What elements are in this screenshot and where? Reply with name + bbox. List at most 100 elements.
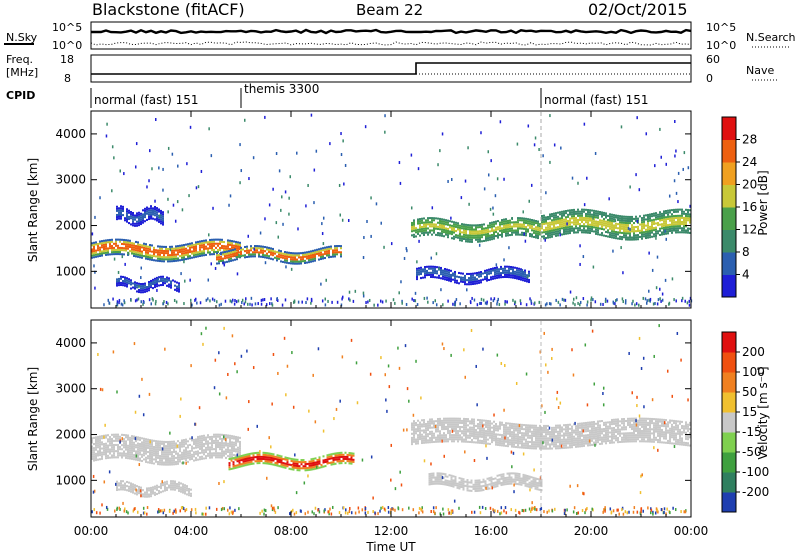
data-cell <box>306 257 308 260</box>
data-cell <box>103 449 105 452</box>
data-cell <box>203 247 205 251</box>
data-cell <box>521 440 523 443</box>
data-cell <box>663 233 665 236</box>
scatter-cell <box>675 299 677 303</box>
data-cell <box>659 229 661 232</box>
data-cell <box>240 253 242 256</box>
data-cell <box>675 223 677 226</box>
data-cell <box>465 240 467 243</box>
data-cell <box>547 226 549 229</box>
scatter-cell <box>689 204 691 208</box>
data-cell <box>120 283 122 287</box>
data-cell <box>527 440 529 443</box>
scatter-cell <box>674 119 676 123</box>
data-cell <box>629 236 631 239</box>
data-cell <box>479 232 481 235</box>
data-cell <box>101 455 103 458</box>
data-cell <box>454 273 456 276</box>
data-cell <box>647 218 649 221</box>
data-cell <box>260 455 263 458</box>
data-cell <box>181 246 183 249</box>
scatter-cell <box>398 161 401 165</box>
data-cell <box>278 456 281 459</box>
scatter-cell <box>118 298 121 302</box>
data-cell <box>505 218 507 221</box>
data-cell <box>439 432 441 435</box>
data-cell <box>308 460 311 463</box>
data-cell <box>585 208 587 211</box>
data-cell <box>177 251 179 254</box>
data-cell <box>254 247 256 250</box>
data-cell <box>150 207 152 210</box>
data-cell <box>553 227 555 230</box>
scatter-cell <box>373 303 375 307</box>
data-cell <box>451 440 453 443</box>
data-cell <box>413 428 415 431</box>
data-cell <box>117 253 119 256</box>
data-cell <box>221 247 223 250</box>
data-cell <box>474 280 476 283</box>
data-cell <box>254 451 257 455</box>
data-cell <box>235 450 237 453</box>
data-cell <box>535 226 537 229</box>
data-cell <box>153 454 155 457</box>
data-cell <box>439 219 441 223</box>
data-cell <box>435 233 437 236</box>
data-cell <box>489 432 491 435</box>
data-cell <box>495 443 497 446</box>
data-cell <box>655 230 657 233</box>
data-cell <box>667 213 669 216</box>
data-cell <box>563 440 565 443</box>
data-cell <box>529 428 531 431</box>
data-cell <box>555 439 557 442</box>
data-cell <box>254 251 256 254</box>
data-cell <box>183 246 185 249</box>
data-cell <box>427 441 429 444</box>
data-cell <box>280 256 282 259</box>
data-cell <box>105 457 107 460</box>
data-cell <box>201 246 203 249</box>
data-cell <box>494 275 496 278</box>
scatter-cell <box>677 200 679 204</box>
scatter-cell <box>437 163 439 167</box>
data-cell <box>136 282 138 285</box>
scatter-cell <box>394 301 396 305</box>
data-cell <box>161 258 163 261</box>
data-cell <box>165 457 167 460</box>
data-cell <box>296 254 298 257</box>
data-cell <box>211 247 213 250</box>
data-cell <box>187 245 189 248</box>
data-cell <box>511 431 513 434</box>
data-cell <box>677 223 679 226</box>
data-cell <box>236 466 239 469</box>
data-cell <box>571 444 573 447</box>
scatter-cell <box>119 169 121 173</box>
data-cell <box>479 236 481 239</box>
scatter-cell <box>544 238 546 242</box>
data-cell <box>199 244 201 247</box>
data-cell <box>487 434 489 437</box>
data-cell <box>559 426 561 429</box>
data-cell <box>465 432 467 435</box>
data-cell <box>665 216 667 219</box>
data-cell <box>236 464 239 467</box>
data-cell <box>252 454 255 457</box>
data-cell <box>623 236 625 239</box>
data-cell <box>115 439 117 442</box>
scatter-cell <box>459 302 461 306</box>
data-cell <box>483 438 485 441</box>
data-cell <box>577 218 579 221</box>
data-cell <box>551 433 553 436</box>
data-cell <box>217 441 219 444</box>
data-cell <box>591 219 593 222</box>
data-cell <box>565 220 567 223</box>
data-cell <box>318 462 321 465</box>
data-cell <box>599 213 601 216</box>
scatter-cell <box>381 300 384 304</box>
data-cell <box>633 232 635 235</box>
data-cell <box>569 438 571 441</box>
data-cell <box>132 214 134 217</box>
data-cell <box>334 247 336 250</box>
data-cell <box>468 272 470 276</box>
freq-tick-low: 8 <box>64 72 71 85</box>
